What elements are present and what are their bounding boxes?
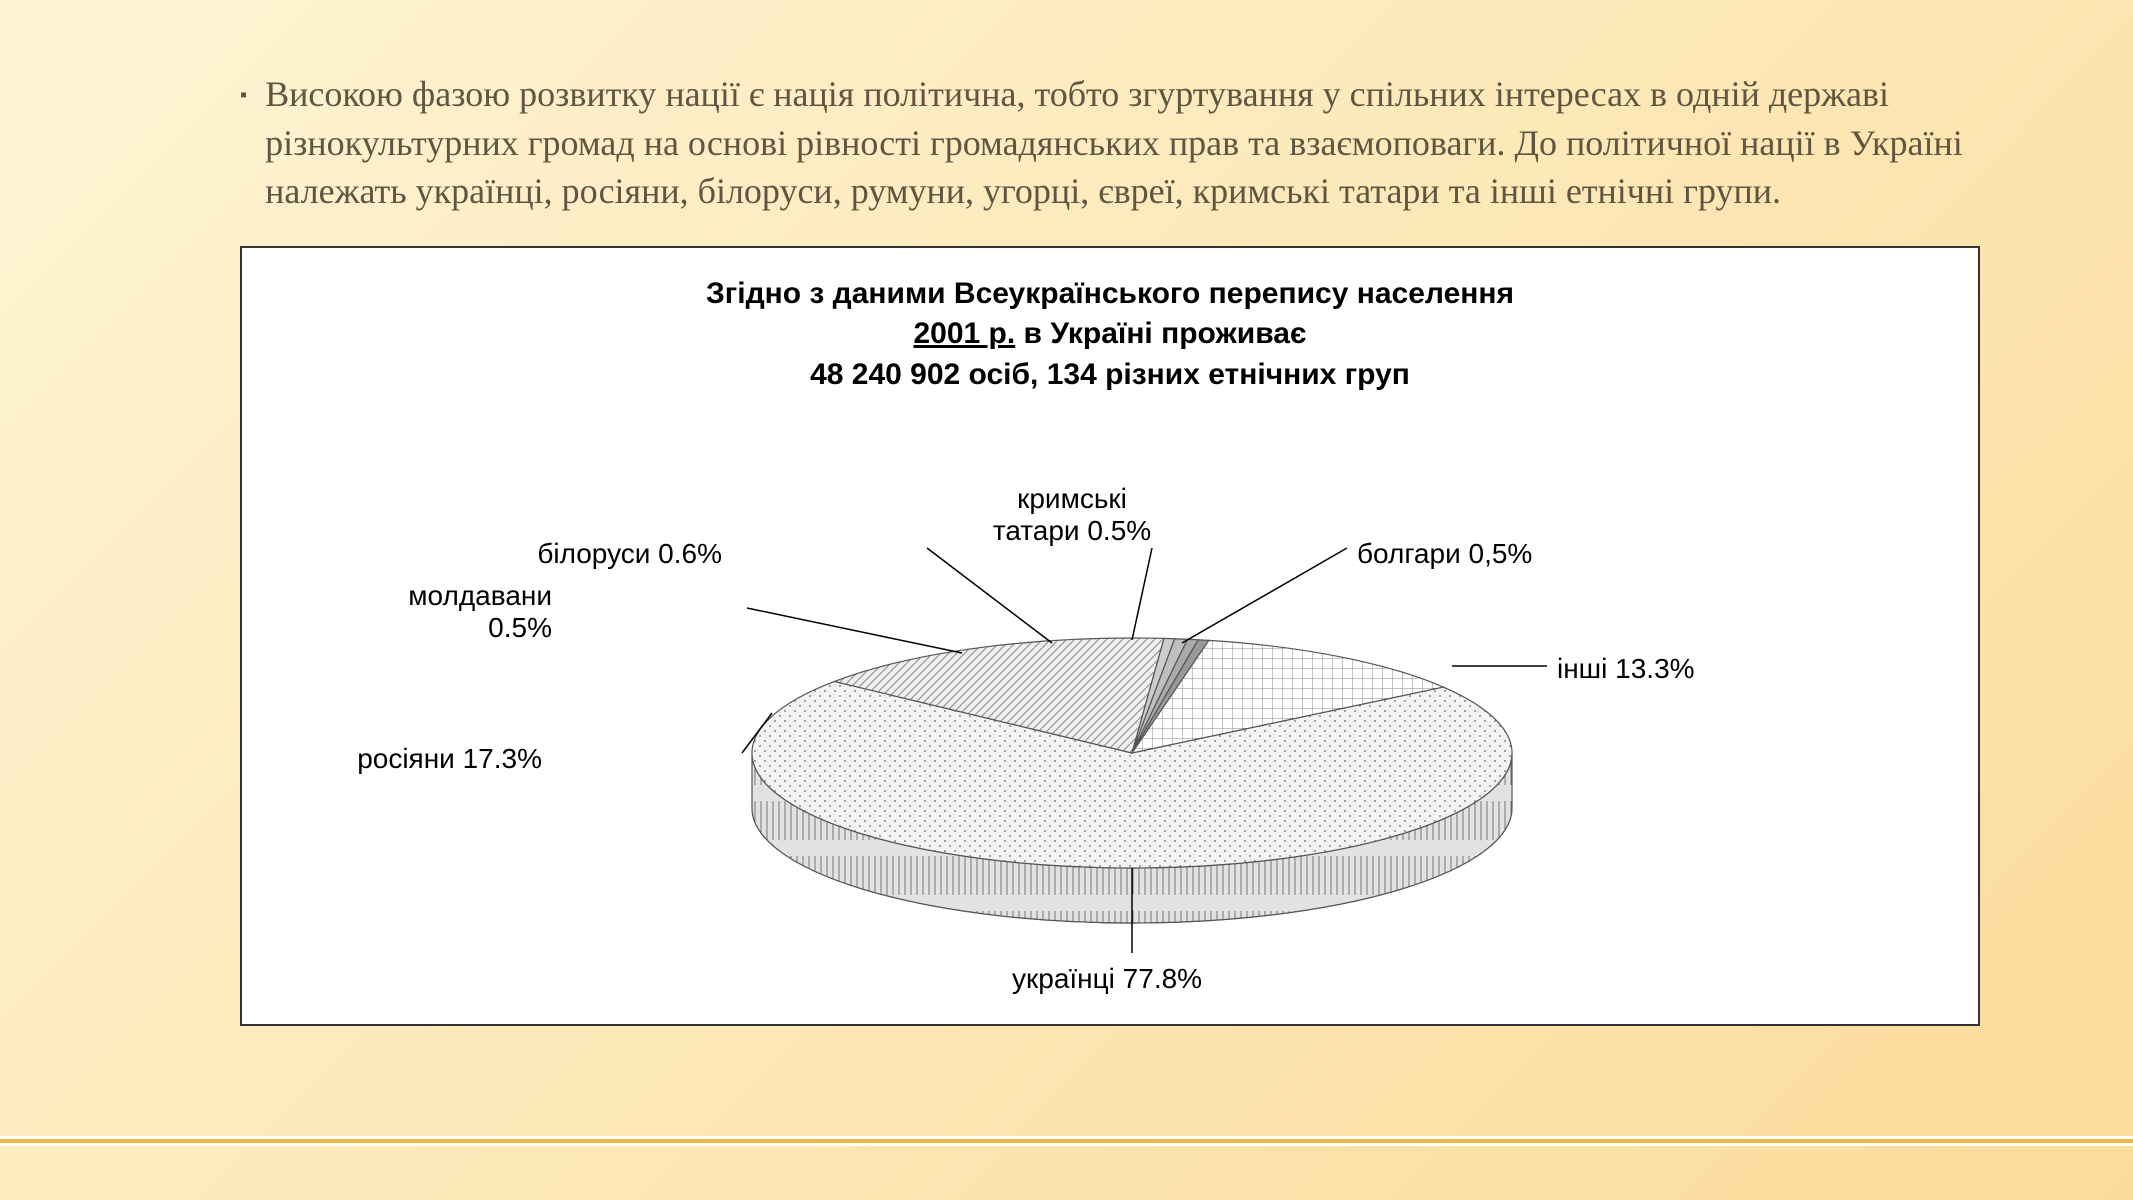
chart-title-line1: Згідно з даними Всеукраїнського перепису… xyxy=(706,277,1514,310)
chart-container: Згідно з даними Всеукраїнського перепису… xyxy=(240,246,1980,1026)
slide-content: ▪ Високою фазою розвитку нації є нація п… xyxy=(0,0,2133,1026)
bullet-marker: ▪ xyxy=(240,84,247,107)
chart-title: Згідно з даними Всеукраїнського перепису… xyxy=(242,248,1978,396)
leader-moldavany xyxy=(747,608,962,653)
chart-title-line3: 48 240 902 осіб, 134 різних етнічних гру… xyxy=(810,358,1410,391)
label-moldavany: молдавани0.5% xyxy=(408,580,552,644)
pie-area: українці 77.8% росіяни 17.3% молдавани0.5%… xyxy=(242,408,1978,1008)
label-ukraintsi: українці 77.8% xyxy=(1012,963,1202,995)
chart-title-line2u: 2001 р. xyxy=(913,317,1015,350)
leader-bolgary xyxy=(1182,548,1347,643)
leader-bilorusy xyxy=(927,548,1052,643)
leader-krymtatary xyxy=(1132,548,1152,640)
bullet-paragraph: ▪ Високою фазою розвитку нації є нація п… xyxy=(240,70,1993,216)
body-text: Високою фазою розвитку нації є нація пол… xyxy=(265,70,1993,216)
chart-title-line2r: в Україні проживає xyxy=(1015,317,1306,350)
label-bolgary: болгари 0,5% xyxy=(1357,538,1532,570)
label-rosiyany: росіяни 17.3% xyxy=(357,743,542,775)
label-inshi: інші 13.3% xyxy=(1557,653,1695,685)
footer-accent-bar xyxy=(0,1136,2133,1146)
label-krymtatary: кримськітатари 0.5% xyxy=(993,483,1151,547)
label-bilorusy: білоруси 0.6% xyxy=(537,538,722,570)
